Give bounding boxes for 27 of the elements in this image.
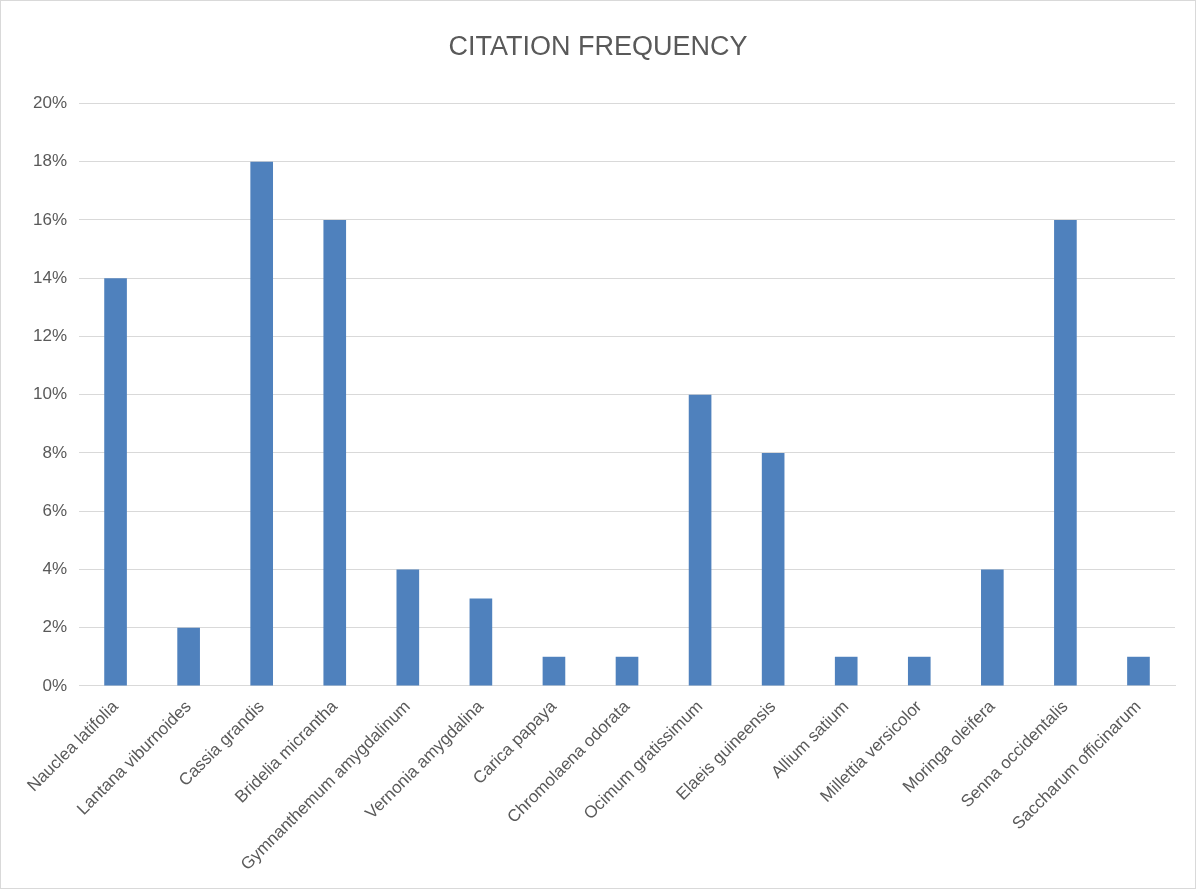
y-tick-label: 8% bbox=[42, 442, 68, 462]
y-tick-label: 20% bbox=[32, 93, 68, 113]
bar bbox=[615, 656, 639, 686]
bar bbox=[1127, 656, 1150, 686]
y-tick-label: 6% bbox=[42, 500, 68, 520]
bar bbox=[104, 278, 127, 686]
y-tick-label: 4% bbox=[42, 559, 68, 579]
y-tick-label: 2% bbox=[42, 617, 68, 637]
bar bbox=[834, 656, 858, 686]
chart-title: CITATION FREQUENCY bbox=[448, 30, 748, 61]
y-tick-label: 16% bbox=[32, 209, 68, 229]
y-tick-label: 12% bbox=[32, 326, 68, 346]
y-tick-label: 18% bbox=[32, 151, 68, 171]
bar bbox=[1054, 219, 1077, 686]
bar bbox=[907, 656, 931, 686]
y-tick-label: 0% bbox=[42, 675, 68, 695]
bar bbox=[688, 394, 712, 686]
bar bbox=[323, 219, 347, 686]
bar bbox=[981, 569, 1004, 686]
bar bbox=[761, 452, 785, 686]
bar bbox=[542, 656, 566, 686]
y-tick-label: 14% bbox=[32, 267, 68, 287]
y-tick-label: 10% bbox=[32, 384, 68, 404]
bar bbox=[396, 569, 420, 686]
bar bbox=[177, 627, 200, 686]
bar bbox=[469, 598, 493, 686]
bar bbox=[250, 161, 274, 686]
